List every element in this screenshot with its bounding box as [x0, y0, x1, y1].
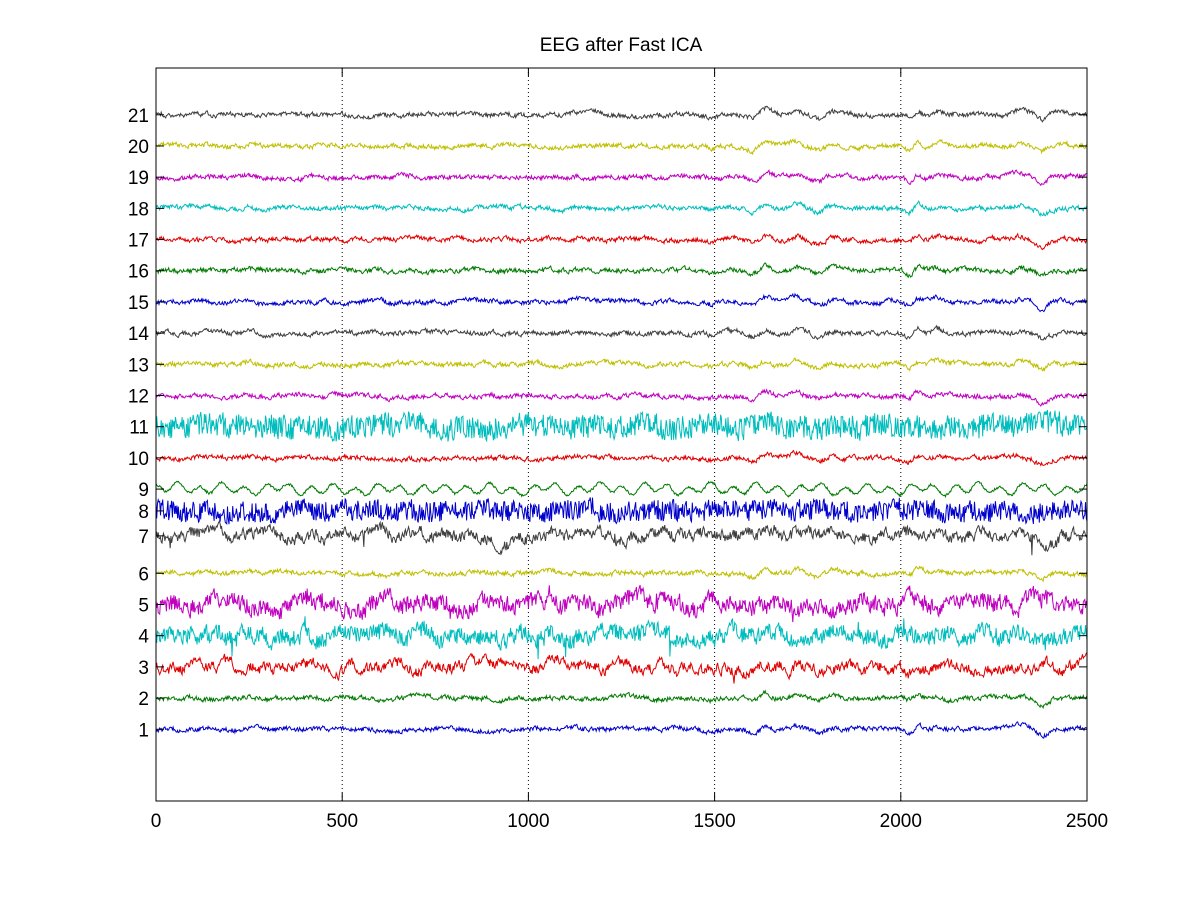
y-tick-label: 19: [128, 168, 149, 189]
series-line-channel-10: [155, 449, 1088, 467]
series-line-channel-21: [155, 105, 1088, 123]
series-line-channel-16: [155, 262, 1088, 279]
y-tick-label: 3: [138, 658, 149, 679]
x-tick-label: 2500: [1066, 811, 1108, 832]
series-line-channel-12: [155, 388, 1088, 407]
y-tick-label: 17: [128, 231, 149, 252]
y-tick-label: 2: [138, 689, 149, 710]
y-tick-label: 9: [138, 480, 149, 501]
series-line-channel-19: [155, 169, 1088, 187]
y-tick-label: 16: [128, 262, 149, 283]
x-tick-label: 2000: [880, 811, 922, 832]
y-tick-label: 4: [138, 627, 149, 648]
series-line-channel-7: [155, 520, 1088, 556]
x-tick-label: 500: [326, 811, 358, 832]
y-tick-label: 11: [129, 418, 149, 439]
series-line-channel-13: [155, 356, 1088, 372]
series-line-channel-4: [155, 616, 1088, 660]
series-line-channel-1: [155, 721, 1088, 739]
y-tick-label: 14: [128, 324, 150, 345]
y-tick-label: 10: [128, 449, 149, 470]
series-line-channel-20: [155, 137, 1088, 156]
series-line-channel-8: [155, 497, 1088, 525]
x-tick-label: 1500: [693, 811, 735, 832]
x-axis: 0 500 1000 1500 2000 2500: [151, 68, 1108, 832]
y-tick-label: 6: [138, 564, 149, 585]
series-line-channel-18: [155, 200, 1088, 217]
y-tick-label: 18: [128, 199, 149, 220]
series-line-channel-3: [155, 652, 1088, 684]
x-tick-label: 0: [151, 811, 162, 832]
series-line-channel-9: [155, 480, 1088, 499]
series-line-channel-14: [155, 324, 1088, 341]
series-line-channel-2: [155, 689, 1088, 710]
chart-title: EEG after Fast ICA: [540, 35, 703, 56]
axes-box: [155, 67, 1088, 802]
y-tick-label: 5: [138, 595, 149, 616]
series-layer: [155, 105, 1088, 739]
y-tick-label: 12: [128, 387, 149, 408]
series-line-channel-6: [155, 565, 1088, 583]
y-tick-label: 21: [128, 106, 149, 127]
y-tick-label: 13: [128, 355, 149, 376]
y-tick-label: 8: [138, 502, 149, 523]
y-tick-label: 1: [138, 720, 149, 741]
series-line-channel-15: [155, 292, 1087, 313]
series-line-channel-17: [155, 232, 1088, 251]
x-tick-label: 1000: [507, 811, 549, 832]
y-tick-label: 20: [128, 137, 149, 158]
y-tick-label: 7: [138, 527, 149, 548]
series-line-channel-5: [155, 584, 1088, 623]
series-line-channel-11: [155, 409, 1088, 443]
y-tick-label: 15: [128, 293, 149, 314]
